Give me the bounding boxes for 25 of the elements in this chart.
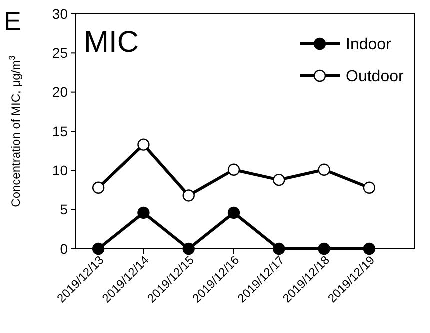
point <box>182 190 195 202</box>
point <box>363 242 376 256</box>
y-tick-label: 30 <box>52 6 68 22</box>
point <box>138 206 150 220</box>
point <box>273 242 286 256</box>
point <box>228 164 240 176</box>
y-tick-label: 5 <box>60 202 68 218</box>
legend-label: Outdoor <box>346 68 404 86</box>
y-tick-label: 25 <box>52 45 68 62</box>
legend-label: Indoor <box>346 36 392 54</box>
chart-title: MIC <box>84 26 139 59</box>
point <box>92 242 105 256</box>
point <box>228 206 240 220</box>
point <box>182 242 195 256</box>
y-tick-label: 0 <box>60 240 68 257</box>
point <box>273 174 286 186</box>
point <box>138 138 150 151</box>
point <box>363 182 376 194</box>
y-tick-label: 10 <box>52 162 68 179</box>
text: E <box>4 6 22 36</box>
y-tick-label: 15 <box>52 123 68 140</box>
y-tick-label: 20 <box>52 84 68 100</box>
point <box>318 164 330 176</box>
point <box>318 242 330 256</box>
point <box>92 182 105 194</box>
